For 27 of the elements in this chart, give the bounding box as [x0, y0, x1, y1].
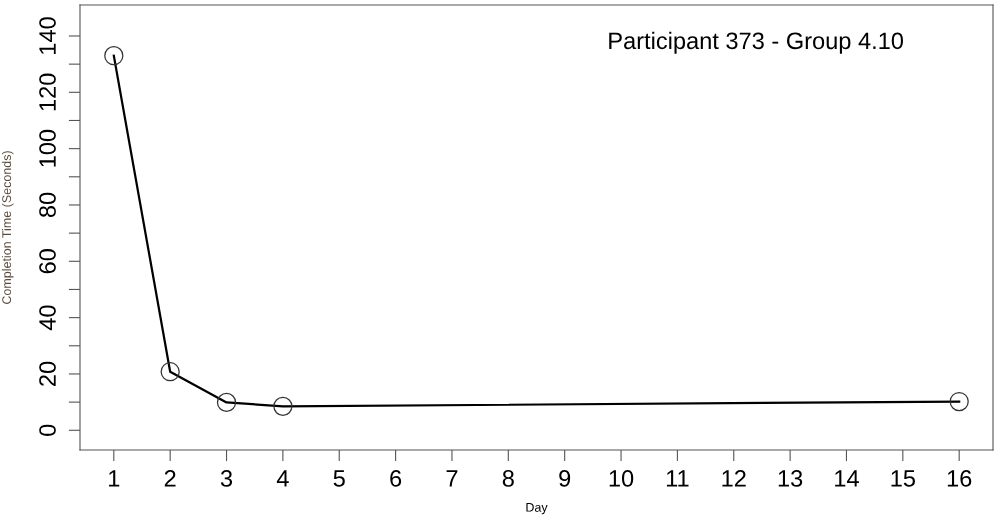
y-tick-label: 80	[39, 192, 56, 218]
x-axis-title: Day	[526, 503, 548, 515]
y-tick-label: 140	[39, 17, 56, 54]
x-tick-label: 15	[891, 470, 915, 487]
x-tick-label: 7	[446, 470, 458, 487]
x-tick-label: 4	[276, 470, 289, 487]
y-tick-label: 120	[39, 73, 56, 111]
x-tick-label: 10	[609, 470, 634, 487]
x-tick-label: 2	[164, 470, 176, 487]
y-tick-label: 40	[39, 305, 56, 331]
x-tick-label: 5	[333, 470, 345, 487]
y-tick-label: 100	[39, 129, 56, 167]
x-tick-label: 14	[835, 470, 859, 487]
y-tick-label: 20	[39, 361, 56, 386]
x-tick-label: 1	[109, 470, 120, 487]
text: Participant 373 - Group 4.10	[609, 31, 904, 54]
x-tick-label: 13	[778, 470, 803, 487]
x-tick-label: 9	[559, 470, 571, 487]
x-tick-label: 3	[220, 470, 233, 487]
y-tick-label: 60	[39, 249, 56, 274]
x-tick-label: 6	[390, 470, 402, 487]
y-axis-title: Completion Time (Seconds)	[1, 151, 14, 304]
x-tick-label: 16	[947, 470, 972, 487]
x-tick-label: 12	[722, 470, 746, 487]
x-tick-label: 8	[502, 470, 514, 487]
x-tick-label: 11	[666, 470, 689, 487]
y-tick-label: 0	[39, 424, 56, 436]
